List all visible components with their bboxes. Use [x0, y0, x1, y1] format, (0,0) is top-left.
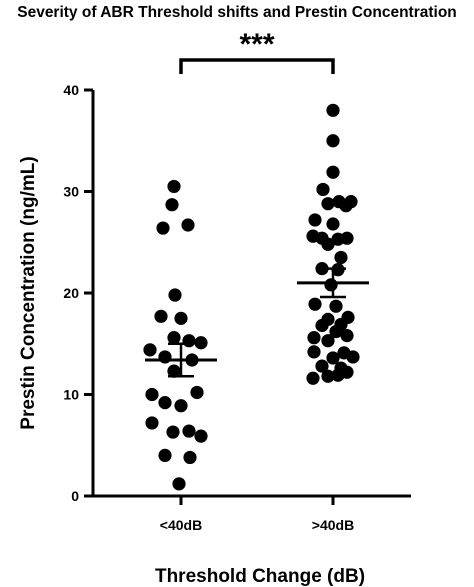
data-point — [194, 429, 208, 443]
data-point — [182, 334, 196, 348]
data-point — [156, 221, 170, 235]
data-point — [340, 231, 354, 245]
data-point — [190, 385, 204, 400]
significance-stars: *** — [239, 28, 274, 61]
data-point — [168, 288, 182, 302]
data-point — [167, 364, 181, 378]
data-point — [158, 448, 172, 462]
data-point — [166, 425, 180, 439]
data-point — [334, 250, 348, 265]
x-tick-label: <40dB — [160, 517, 202, 533]
axes: 0 10 20 30 40 <40dB >40dB — [63, 82, 411, 533]
x-tick-label: >40dB — [312, 517, 354, 533]
data-point — [346, 350, 360, 364]
data-point — [306, 371, 320, 385]
data-point — [167, 331, 181, 345]
chart-title: Severity of ABR Threshold shifts and Pre… — [17, 4, 457, 21]
data-point — [339, 199, 353, 213]
y-tick-label: 0 — [71, 488, 79, 504]
data-point — [154, 309, 168, 323]
data-point — [167, 179, 181, 194]
y-axis-label: Prestin Concentration (ng/mL) — [18, 156, 39, 429]
data-point — [158, 396, 172, 410]
data-point — [321, 237, 335, 251]
data-point — [143, 343, 157, 357]
data-point — [326, 134, 340, 148]
data-point — [194, 336, 208, 350]
data-point — [324, 278, 338, 292]
data-point — [182, 424, 196, 438]
data-point — [158, 350, 172, 364]
data-point — [315, 359, 329, 373]
data-point — [329, 299, 343, 313]
chart-marks — [143, 103, 369, 491]
data-point — [321, 369, 335, 383]
data-point — [326, 217, 340, 231]
data-point — [174, 399, 188, 413]
data-point — [181, 218, 195, 232]
data-point — [340, 329, 354, 343]
y-tick-label: 20 — [63, 285, 79, 301]
y-tick-label: 30 — [63, 184, 79, 200]
data-point — [315, 318, 329, 333]
data-point — [326, 103, 340, 117]
data-point — [308, 297, 322, 311]
data-point — [307, 345, 321, 359]
data-point — [172, 477, 186, 491]
data-point — [308, 213, 322, 227]
data-point — [307, 331, 321, 345]
x-axis-label: Threshold Change (dB) — [155, 566, 365, 587]
data-point — [321, 334, 335, 348]
significance-annotation: *** — [179, 28, 335, 74]
data-point — [326, 165, 340, 179]
data-point — [145, 387, 159, 402]
data-point — [145, 416, 159, 430]
significance-bracket — [179, 58, 335, 74]
data-point — [326, 351, 340, 365]
data-point — [316, 182, 330, 197]
data-point — [329, 324, 343, 339]
y-tick-label: 40 — [63, 82, 79, 98]
data-point — [174, 311, 188, 325]
data-point — [321, 197, 335, 211]
data-point — [183, 450, 197, 465]
data-point — [165, 198, 179, 212]
data-point — [340, 365, 354, 379]
y-tick-label: 10 — [63, 387, 79, 403]
